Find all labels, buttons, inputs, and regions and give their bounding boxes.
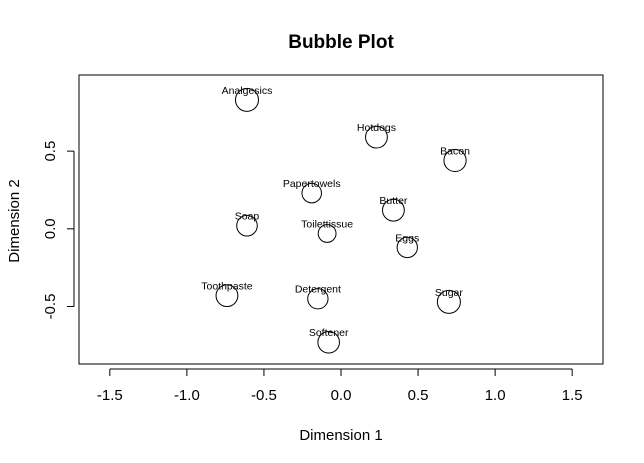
x-axis-label: Dimension 1 [299, 427, 382, 444]
bubble [396, 236, 418, 259]
x-tick-label: -1.0 [174, 387, 200, 404]
y-axis-label: Dimension 2 [6, 179, 23, 262]
bubble [317, 224, 337, 243]
y-tick-label: 0.0 [42, 218, 59, 239]
point-label: Bacon [440, 145, 470, 157]
x-tick-label: 1.0 [485, 387, 506, 404]
bubble [436, 289, 461, 314]
bubble [365, 125, 388, 149]
x-axis: -1.5 -1.0 -0.5 0.0 0.5 1.0 1.5 [97, 368, 583, 404]
bubble [234, 87, 259, 112]
point-label: Detergent [295, 284, 341, 296]
point-label: Soap [235, 211, 260, 223]
x-tick-label: 0.0 [331, 387, 352, 404]
bubble [236, 214, 258, 237]
bubble [443, 148, 467, 173]
plot-frame [78, 74, 604, 365]
y-tick-label: -0.5 [42, 294, 59, 320]
point-label: Eggs [395, 232, 419, 244]
y-axis: -0.5 0.0 0.5 [42, 141, 75, 320]
point-label: Analgesics [222, 85, 273, 97]
bubble [301, 182, 322, 204]
x-tick-label: -1.5 [97, 387, 123, 404]
bubble [381, 198, 405, 222]
data-points: Analgesics Hotdogs Bacon Papertowels Butter S… [201, 85, 470, 354]
x-tick-label: 1.5 [562, 387, 583, 404]
bubble [307, 288, 329, 310]
point-label: Toothpaste [201, 281, 253, 293]
bubble [317, 330, 340, 354]
bubble [215, 284, 239, 308]
point-label: Sugar [435, 287, 464, 299]
x-tick-label: 0.5 [408, 387, 429, 404]
y-tick-label: 0.5 [42, 141, 59, 162]
chart-title: Bubble Plot [288, 32, 394, 53]
x-tick-label: -0.5 [251, 387, 277, 404]
point-label: Papertowels [283, 178, 341, 190]
point-label: Toilettissue [301, 218, 353, 230]
point-label: Softener [309, 327, 349, 339]
point-label: Hotdogs [357, 122, 396, 134]
point-label: Butter [379, 195, 408, 207]
